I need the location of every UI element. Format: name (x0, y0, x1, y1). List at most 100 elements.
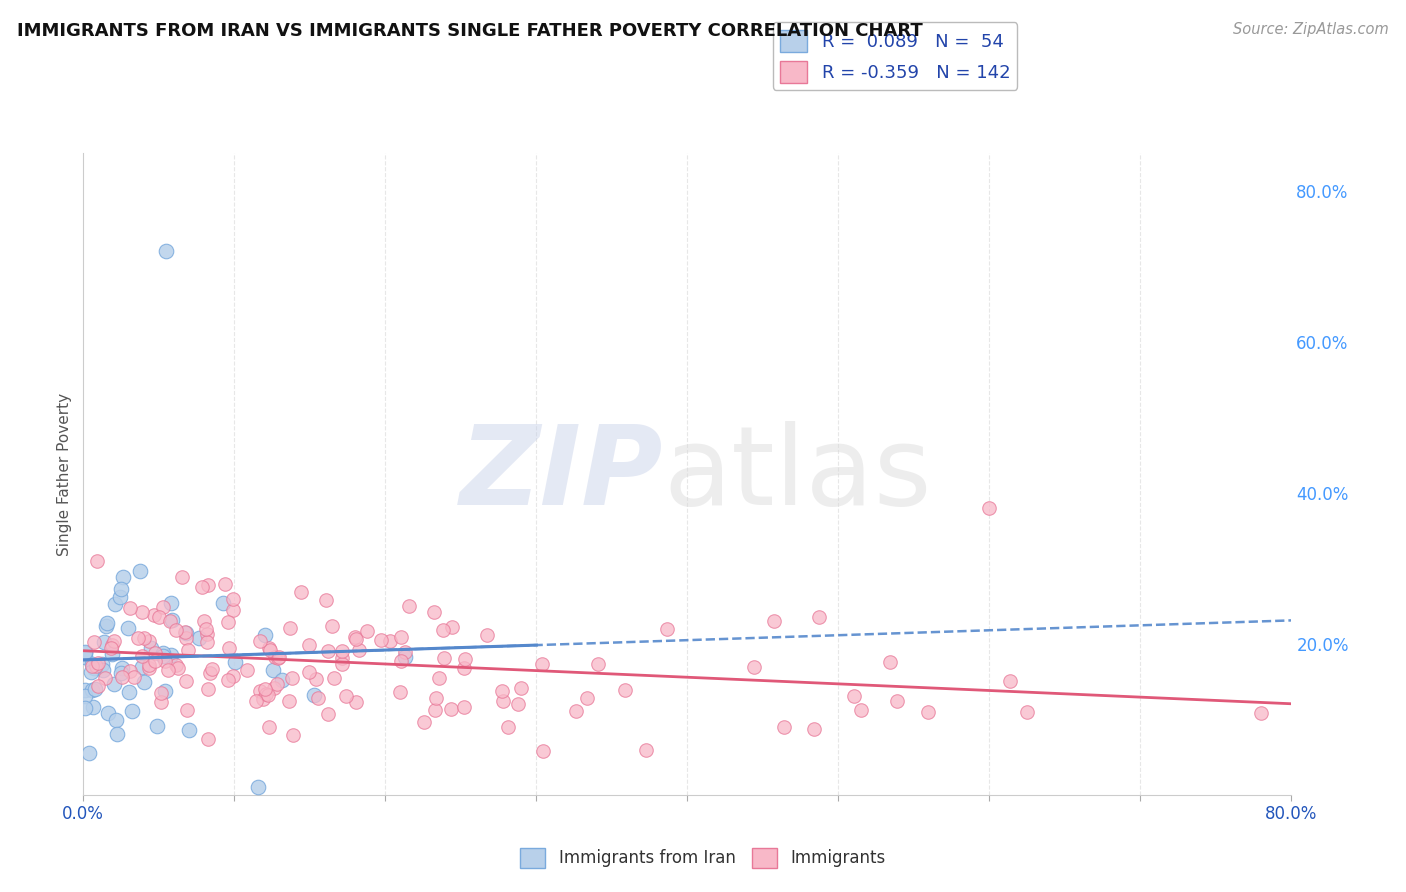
Point (118, 685, 141, 699)
Point (84, 659, 107, 673)
Text: ZIP: ZIP (460, 421, 664, 527)
Point (343, 630, 366, 644)
Point (389, 630, 412, 644)
Point (110, 582, 132, 596)
Point (112, 570, 135, 584)
Point (262, 663, 284, 677)
Point (531, 657, 554, 672)
Point (86, 656, 108, 670)
Point (252, 691, 274, 706)
Point (849, 703, 872, 717)
Point (253, 628, 276, 642)
Point (1250, 706, 1272, 720)
Point (744, 660, 766, 674)
Point (131, 648, 153, 663)
Point (127, 631, 149, 645)
Point (217, 673, 239, 688)
Point (73, 644, 96, 658)
Point (491, 684, 513, 698)
Point (131, 605, 153, 619)
Point (586, 657, 609, 672)
Point (124, 670, 146, 684)
Point (263, 650, 285, 665)
Point (103, 633, 125, 648)
Point (73, 649, 96, 664)
Legend: Immigrants from Iran, Immigrants: Immigrants from Iran, Immigrants (513, 841, 893, 875)
Text: atlas: atlas (664, 421, 932, 527)
Point (917, 706, 939, 720)
Point (270, 673, 292, 688)
Point (172, 570, 194, 584)
Point (433, 650, 456, 665)
Point (131, 660, 153, 674)
Point (94, 671, 117, 685)
Point (197, 578, 219, 592)
Point (257, 641, 280, 656)
Point (266, 677, 288, 691)
Point (110, 665, 132, 680)
Point (86, 554, 108, 568)
Point (153, 684, 176, 698)
Point (356, 624, 378, 639)
Point (134, 632, 156, 646)
Point (218, 640, 240, 655)
Point (281, 728, 304, 742)
Point (842, 689, 865, 703)
Point (254, 687, 277, 701)
Point (249, 684, 271, 698)
Point (412, 714, 434, 729)
Point (440, 702, 463, 716)
Point (321, 619, 343, 633)
Point (378, 634, 401, 648)
Point (90, 657, 112, 671)
Point (143, 607, 166, 622)
Point (73, 689, 96, 703)
Point (475, 628, 498, 642)
Point (263, 681, 285, 695)
Point (222, 669, 245, 683)
Point (174, 624, 197, 639)
Point (177, 723, 200, 738)
Point (425, 691, 447, 706)
Point (145, 718, 167, 732)
Point (370, 633, 392, 648)
Point (636, 743, 658, 757)
Point (388, 685, 411, 699)
Point (305, 673, 328, 687)
Point (316, 706, 339, 721)
Point (222, 603, 245, 617)
Point (166, 658, 188, 673)
Point (188, 631, 211, 645)
Point (531, 744, 554, 758)
Point (394, 645, 416, 659)
Point (121, 704, 143, 718)
Point (118, 664, 141, 678)
Point (93, 635, 115, 649)
Point (103, 677, 125, 691)
Legend: R =  0.089   N =  54, R = -0.359   N = 142: R = 0.089 N = 54, R = -0.359 N = 142 (773, 22, 1018, 90)
Point (108, 590, 131, 604)
Point (174, 674, 197, 689)
Point (398, 599, 420, 613)
Point (128, 564, 150, 578)
Point (139, 640, 162, 655)
Point (509, 681, 531, 695)
Point (193, 614, 215, 628)
Point (267, 651, 290, 665)
Point (160, 613, 183, 627)
Point (100, 640, 122, 655)
Point (152, 646, 174, 660)
Point (152, 648, 174, 663)
Point (257, 689, 280, 703)
Point (330, 650, 353, 665)
Point (105, 727, 128, 741)
Point (979, 501, 1001, 516)
Point (453, 661, 475, 675)
Point (101, 638, 124, 652)
Point (259, 643, 281, 657)
Point (214, 577, 236, 591)
Point (347, 643, 370, 657)
Point (83, 661, 105, 675)
Point (423, 702, 446, 716)
Point (236, 663, 259, 677)
